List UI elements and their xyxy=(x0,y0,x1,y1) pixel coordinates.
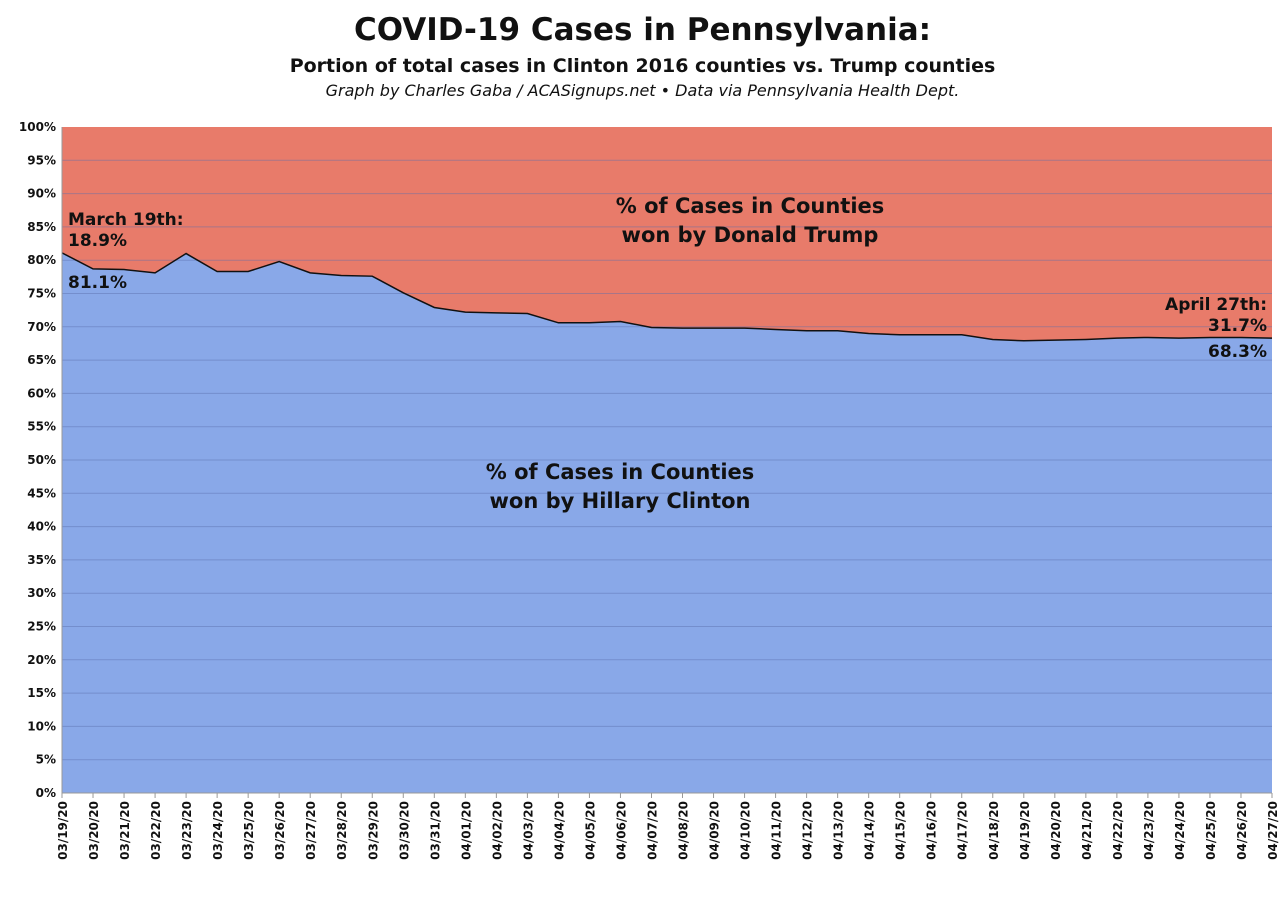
x-tick-label: 04/16/20 xyxy=(925,801,939,860)
x-tick-label: 04/27/20 xyxy=(1266,801,1280,860)
x-tick-label: 04/01/20 xyxy=(459,801,473,860)
x-tick-label: 04/06/20 xyxy=(614,801,628,860)
clinton-area-label-line2: won by Hillary Clinton xyxy=(489,489,751,513)
y-tick-label: 0% xyxy=(36,786,56,800)
trump-area-label-line2: won by Donald Trump xyxy=(621,223,879,247)
end-label: April 27th: xyxy=(1165,295,1267,315)
y-tick-label: 60% xyxy=(27,386,56,400)
start-clinton-value: 81.1% xyxy=(68,273,127,293)
x-tick-label: 03/26/20 xyxy=(273,801,287,860)
y-tick-label: 85% xyxy=(27,220,56,234)
x-tick-label: 04/18/20 xyxy=(987,801,1001,860)
y-tick-label: 45% xyxy=(27,486,56,500)
x-tick-label: 04/24/20 xyxy=(1173,801,1187,860)
end-annotation: April 27th: 31.7% xyxy=(1165,295,1267,337)
clinton-area xyxy=(62,252,1272,793)
x-tick-label: 04/19/20 xyxy=(1018,801,1032,860)
y-tick-label: 55% xyxy=(27,420,56,434)
y-tick-label: 65% xyxy=(27,353,56,367)
end-trump-value: 31.7% xyxy=(1208,316,1267,336)
x-tick-label: 04/02/20 xyxy=(490,801,504,860)
y-tick-label: 40% xyxy=(27,520,56,534)
y-tick-label: 90% xyxy=(27,187,56,201)
end-clinton-value: 68.3% xyxy=(1208,342,1267,362)
x-tick-label: 04/23/20 xyxy=(1142,801,1156,860)
x-tick-label: 04/14/20 xyxy=(863,801,877,860)
x-tick-label: 04/26/20 xyxy=(1235,801,1249,860)
x-tick-label: 03/27/20 xyxy=(304,801,318,860)
y-tick-label: 25% xyxy=(27,620,56,634)
x-tick-label: 04/17/20 xyxy=(956,801,970,860)
y-tick-label: 20% xyxy=(27,653,56,667)
x-tick-label: 03/19/20 xyxy=(56,801,70,860)
clinton-area-label: % of Cases in Counties won by Hillary Cl… xyxy=(390,458,850,516)
trump-area-label: % of Cases in Counties won by Donald Tru… xyxy=(520,192,980,250)
chart-subtitle: Portion of total cases in Clinton 2016 c… xyxy=(289,55,996,77)
x-tick-label: 04/11/20 xyxy=(770,801,784,860)
x-tick-label: 03/25/20 xyxy=(242,801,256,860)
x-tick-label: 04/13/20 xyxy=(832,801,846,860)
x-tick-label: 04/12/20 xyxy=(801,801,815,860)
y-tick-label: 100% xyxy=(19,120,56,134)
x-tick-label: 03/30/20 xyxy=(397,801,411,860)
x-tick-label: 04/04/20 xyxy=(552,801,566,860)
x-tick-label: 03/31/20 xyxy=(428,801,442,860)
y-tick-label: 15% xyxy=(27,686,56,700)
chart-title: COVID-19 Cases in Pennsylvania: xyxy=(353,12,932,48)
x-tick-label: 04/08/20 xyxy=(677,801,691,860)
x-tick-label: 03/29/20 xyxy=(366,801,380,860)
x-tick-label: 04/07/20 xyxy=(645,801,659,860)
trump-area-label-line1: % of Cases in Counties xyxy=(615,194,885,218)
y-tick-label: 10% xyxy=(27,719,56,733)
clinton-trump-boundary-line xyxy=(61,252,1273,342)
y-tick-label: 50% xyxy=(27,453,56,467)
x-tick-label: 03/23/20 xyxy=(180,801,194,860)
x-tick-label: 04/25/20 xyxy=(1204,801,1218,860)
start-trump-value: 18.9% xyxy=(68,231,127,251)
x-tick-label: 03/21/20 xyxy=(118,801,132,860)
clinton-area-label-line1: % of Cases in Counties xyxy=(485,460,755,484)
y-tick-label: 80% xyxy=(27,253,56,267)
chart-credit: Graph by Charles Gaba / ACASignups.net •… xyxy=(325,81,960,100)
x-tick-label: 03/28/20 xyxy=(335,801,349,860)
x-tick-label: 04/05/20 xyxy=(583,801,597,860)
y-tick-label: 30% xyxy=(27,586,56,600)
y-tick-label: 5% xyxy=(36,753,56,767)
y-tick-label: 35% xyxy=(27,553,56,567)
x-tick-label: 03/24/20 xyxy=(211,801,225,860)
start-label: March 19th: xyxy=(68,210,184,230)
x-tick-label: 04/20/20 xyxy=(1049,801,1063,860)
x-tick-label: 03/22/20 xyxy=(149,801,163,860)
y-tick-label: 70% xyxy=(27,320,56,334)
x-tick-label: 04/21/20 xyxy=(1080,801,1094,860)
x-tick-label: 04/09/20 xyxy=(708,801,722,860)
start-annotation: March 19th: 18.9% xyxy=(68,210,184,252)
x-tick-label: 04/03/20 xyxy=(521,801,535,860)
x-tick-label: 04/15/20 xyxy=(894,801,908,860)
y-tick-label: 75% xyxy=(27,287,56,301)
x-tick-label: 04/10/20 xyxy=(739,801,753,860)
x-tick-label: 04/22/20 xyxy=(1111,801,1125,860)
x-tick-label: 03/20/20 xyxy=(87,801,101,860)
y-tick-label: 95% xyxy=(27,153,56,167)
